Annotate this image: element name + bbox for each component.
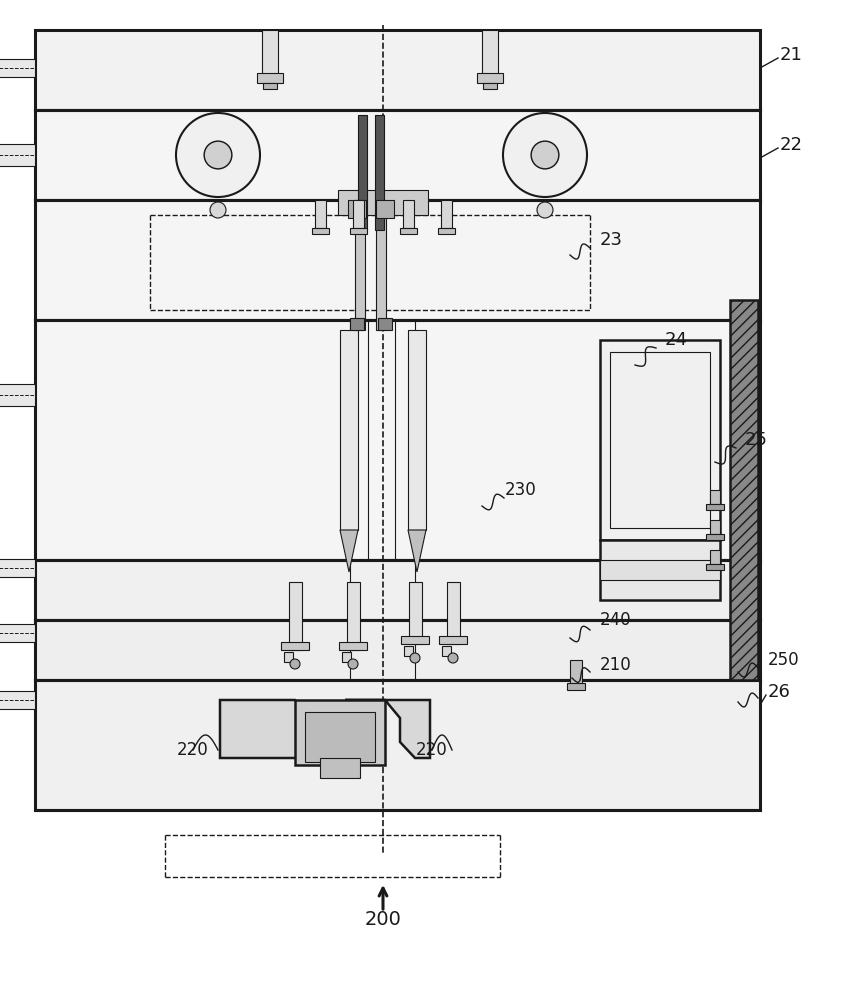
Circle shape [176,113,259,197]
Circle shape [204,141,231,169]
Bar [705,504,723,510]
Bar [600,540,719,600]
Bar [375,200,386,330]
Text: 23: 23 [600,231,623,249]
Circle shape [531,141,558,169]
Bar [0,384,35,406]
Bar [346,582,360,650]
Circle shape [502,113,586,197]
Bar [709,550,719,564]
Bar [339,330,357,530]
Bar [288,582,302,650]
Bar [347,200,366,218]
Bar [284,652,293,662]
Bar [481,30,497,75]
Bar [262,30,278,75]
Circle shape [537,202,553,218]
Text: 240: 240 [600,611,631,629]
Bar [399,228,416,234]
Bar [0,144,35,166]
Bar [705,534,723,540]
Bar [350,318,363,330]
Circle shape [210,202,226,218]
Bar [600,560,719,580]
Bar [311,228,328,234]
Text: 220: 220 [177,741,209,759]
Bar [483,83,496,89]
Circle shape [347,659,357,669]
Text: 220: 220 [415,741,447,759]
Bar [0,624,35,642]
Bar [408,330,426,530]
Bar [35,110,759,200]
Bar [409,582,421,644]
Bar [440,200,451,228]
Bar [320,758,360,778]
Bar [375,200,393,218]
Bar [355,200,364,330]
Bar [281,642,309,650]
Bar [600,340,719,540]
Bar [569,660,581,684]
Bar [357,115,367,230]
Circle shape [448,653,457,663]
Bar [35,680,759,810]
Text: 21: 21 [779,46,802,64]
Bar [0,691,35,709]
Bar [403,200,414,228]
Bar [35,560,759,620]
Bar [374,115,384,230]
Bar [263,83,276,89]
Bar [35,200,759,320]
Bar [438,228,455,234]
Bar [609,352,709,528]
Text: 26: 26 [767,683,790,701]
Bar [0,559,35,577]
Text: 25: 25 [744,431,767,449]
Bar [709,490,719,504]
Bar [0,59,35,77]
Text: 250: 250 [767,651,798,669]
Bar [477,73,502,83]
Polygon shape [345,700,430,758]
Bar [35,620,759,680]
Text: 230: 230 [504,481,537,499]
Bar [35,30,759,110]
Bar [350,228,367,234]
Bar [338,190,427,215]
Bar [339,642,367,650]
Bar [446,582,460,644]
Text: 200: 200 [364,910,401,929]
Text: 210: 210 [600,656,631,674]
Bar [729,300,757,680]
Polygon shape [220,700,310,758]
Bar [257,73,282,83]
Bar [35,320,759,560]
Bar [315,200,326,228]
Circle shape [409,653,420,663]
Text: 22: 22 [779,136,802,154]
Bar [566,683,584,690]
Bar [294,700,385,765]
Circle shape [290,659,299,669]
Bar [403,646,413,656]
Text: 24: 24 [664,331,688,349]
Bar [341,652,351,662]
Polygon shape [339,530,357,572]
Bar [352,200,363,228]
Bar [378,318,392,330]
Bar [401,636,428,644]
Bar [305,712,374,762]
Bar [709,520,719,534]
Bar [442,646,450,656]
Bar [438,636,467,644]
Polygon shape [408,530,426,572]
Bar [705,564,723,570]
